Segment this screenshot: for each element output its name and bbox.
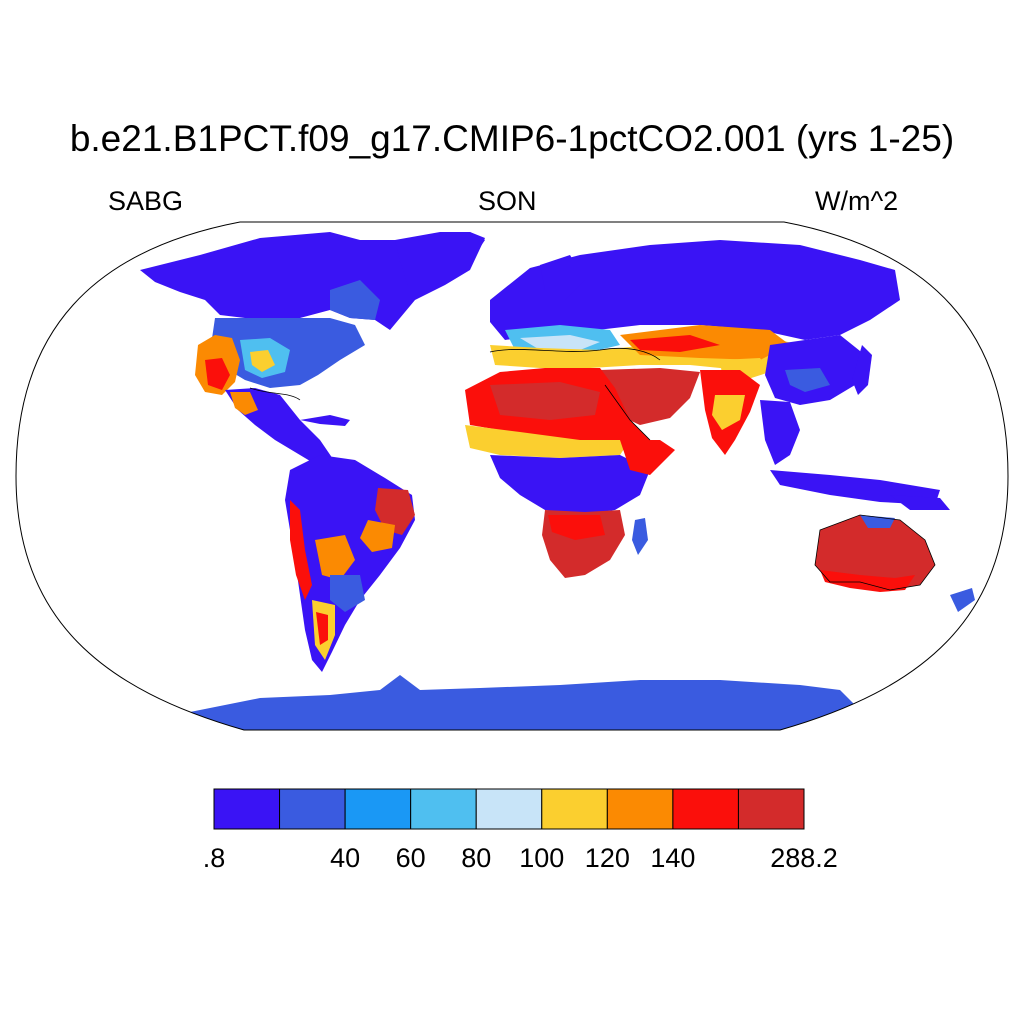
colorbar-swatch: [475, 788, 543, 830]
colorbar-tick-label: 80: [461, 843, 492, 873]
coastline-red-sea: [604, 384, 651, 441]
colorbar-tick-label: 288.2: [770, 843, 838, 873]
colorbar: [213, 788, 805, 830]
southeast-asia-land: [760, 400, 800, 465]
colorbar-swatch: [737, 788, 805, 830]
colorbar-swatch: [344, 788, 412, 830]
central-africa-land: [490, 455, 650, 515]
gran-chaco-warm: [315, 535, 355, 580]
colorbar-swatch: [410, 788, 477, 830]
central-asia-red: [630, 335, 720, 352]
colorbar-tick-label: 40: [330, 843, 361, 873]
scandinavia-land: [540, 255, 585, 300]
horn-of-africa: [620, 440, 675, 475]
africa-region: [465, 368, 675, 578]
colorbar-tick-label: 120: [584, 843, 630, 873]
north-eurasia-land: [490, 240, 900, 340]
colorbar-swatch: [213, 788, 281, 830]
andes-west-dry: [290, 500, 312, 600]
south-america-region: [285, 455, 415, 672]
patagonia-hot: [316, 612, 328, 645]
antarctica-land: [170, 675, 860, 730]
plot-title: b.e21.B1PCT.f09_g17.CMIP6-1pctCO2.001 (y…: [69, 118, 955, 159]
units-label: W/m^2: [815, 186, 899, 216]
coastline-gulf-mexico: [249, 387, 301, 401]
us-plains-warm: [250, 350, 275, 372]
coastline-australia: [814, 514, 936, 591]
australia-land: [815, 515, 935, 590]
colorbar-tick-label: 100: [519, 843, 565, 873]
southern-africa-red: [548, 515, 605, 540]
season-label: SON: [478, 186, 537, 216]
hudson-area-land: [330, 280, 380, 320]
china-cool: [785, 368, 830, 392]
sahel-warm: [465, 425, 630, 458]
land-fields: [140, 232, 975, 730]
coastline-mediterranean: [489, 347, 661, 361]
brazil-east-warm: [360, 520, 395, 552]
colorbar-swatch: [606, 788, 674, 830]
sahara-hot: [490, 382, 600, 420]
japan-land: [852, 345, 872, 395]
colorbar-tick-label: 140: [650, 843, 696, 873]
caribbean-islands: [300, 415, 350, 426]
variable-label: SABG: [108, 186, 184, 216]
new-zealand-land: [950, 588, 975, 612]
india-warm: [712, 395, 745, 430]
colorbar-swatch: [672, 788, 739, 830]
new-guinea-land: [890, 495, 950, 510]
coastlines: [249, 347, 936, 591]
us-southwest-hot: [205, 358, 230, 390]
pampas-cool: [330, 575, 365, 612]
colorbar-tick-label: .8: [202, 843, 226, 873]
mexico-dry: [230, 392, 258, 415]
colorbar-swatch: [541, 788, 608, 830]
greenland-land: [395, 232, 485, 298]
colorbar-swatch: [279, 788, 346, 830]
australia-south-edge: [820, 570, 915, 592]
madagascar-land: [632, 518, 648, 555]
europe-pale: [520, 335, 600, 350]
map-border: [15, 221, 1009, 731]
oceania-region: [815, 495, 975, 612]
colorbar-tick-label: 60: [395, 843, 426, 873]
